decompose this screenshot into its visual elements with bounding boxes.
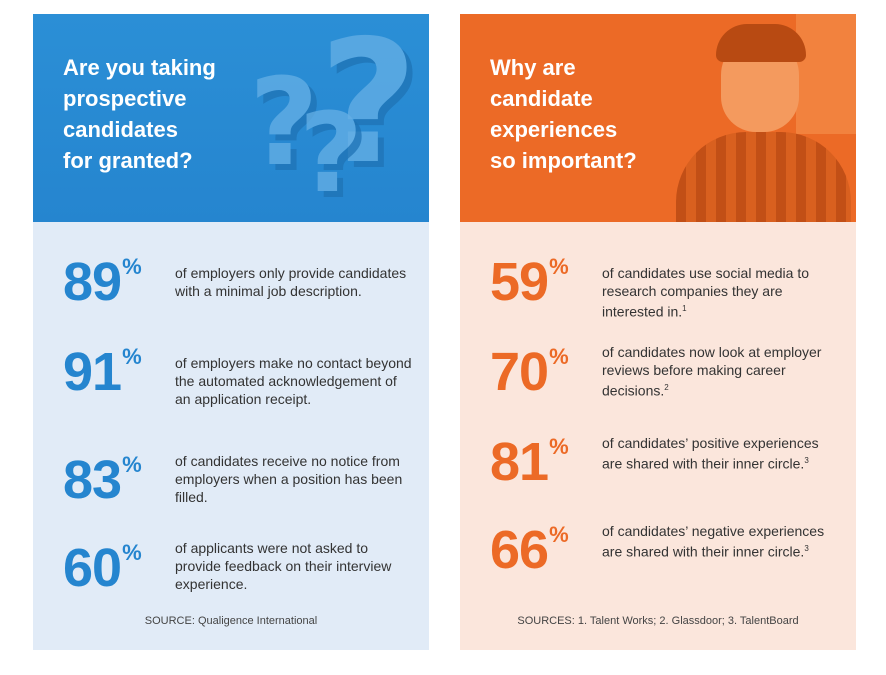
left-title: Are you taking prospective candidates fo… bbox=[63, 55, 216, 173]
stat-number: 59% bbox=[490, 252, 569, 312]
stat-text: of employers only provide candidates wit… bbox=[175, 265, 407, 299]
stat-text: of candidates’ positive experiences are … bbox=[602, 435, 819, 472]
stat-number: 66% bbox=[490, 520, 569, 580]
stat-text: of applicants were not asked to provide … bbox=[175, 540, 392, 592]
stat-text: of employers make no contact beyond the … bbox=[175, 355, 412, 407]
left-panel: ? ? ? Are you taking prospective candida… bbox=[33, 14, 429, 650]
stat-number: 91% bbox=[63, 342, 142, 402]
right-panel: Why are candidate experiences so importa… bbox=[460, 14, 856, 650]
stat-number: 89% bbox=[63, 252, 142, 312]
stat-text: of candidates now look at employer revie… bbox=[602, 344, 822, 399]
right-header: Why are candidate experiences so importa… bbox=[460, 14, 856, 222]
right-title: Why are candidate experiences so importa… bbox=[490, 55, 637, 173]
left-source: SOURCE: Qualigence International bbox=[144, 615, 318, 627]
left-header: ? ? ? Are you taking prospective candida… bbox=[33, 14, 429, 222]
stat-number: 81% bbox=[490, 432, 569, 492]
stat-text: of candidates’ negative experiences are … bbox=[602, 523, 825, 560]
stat-number: 70% bbox=[490, 342, 569, 402]
stat-number: 60% bbox=[63, 538, 142, 598]
right-source: SOURCES: 1. Talent Works; 2. Glassdoor; … bbox=[517, 615, 799, 627]
man-portrait-image bbox=[656, 14, 856, 222]
stat-text: of candidates use social media to resear… bbox=[602, 265, 810, 320]
question-marks-image: ? ? ? bbox=[249, 14, 418, 217]
stat-number: 83% bbox=[63, 450, 142, 510]
stat-text: of candidates receive no notice from emp… bbox=[175, 453, 403, 505]
